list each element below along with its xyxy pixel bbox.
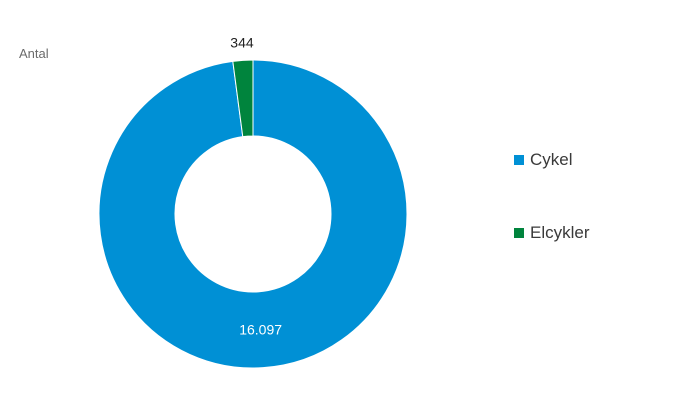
legend-item-cykel[interactable]: Cykel [514,148,590,172]
slice-elcykler[interactable] [232,59,254,138]
unit-label: Antal [19,46,49,61]
legend-swatch-elcykler [514,228,524,238]
legend-label-cykel: Cykel [530,150,573,169]
legend-swatch-cykel [514,155,524,165]
data-label-cykel: 16.097 [239,322,282,338]
slice-cykel[interactable] [98,59,408,369]
legend-label-elcykler: Elcykler [530,223,590,242]
data-label-elcykler: 344 [230,34,254,50]
legend: Cykel Elcykler [514,148,590,294]
legend-item-elcykler[interactable]: Elcykler [514,221,590,245]
